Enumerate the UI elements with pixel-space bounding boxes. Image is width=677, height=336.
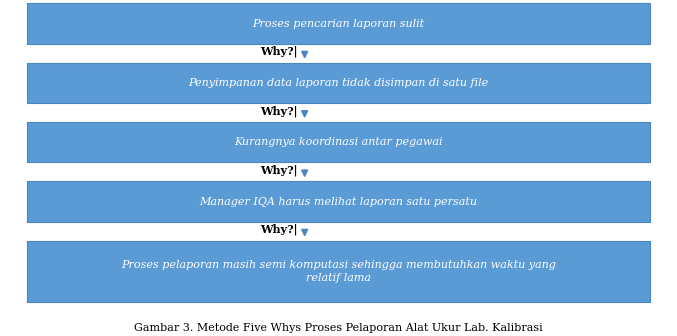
FancyBboxPatch shape: [27, 3, 650, 44]
Text: Why?|: Why?|: [260, 105, 298, 117]
Text: Proses pencarian laporan sulit: Proses pencarian laporan sulit: [253, 18, 424, 29]
Text: Why?|: Why?|: [260, 46, 298, 57]
FancyBboxPatch shape: [27, 122, 650, 162]
FancyBboxPatch shape: [27, 181, 650, 222]
Text: Why?|: Why?|: [260, 164, 298, 176]
FancyBboxPatch shape: [27, 63, 650, 103]
Text: Why?|: Why?|: [260, 224, 298, 235]
Text: Proses pelaporan masih semi komputasi sehingga membutuhkan waktu yang
relatif la: Proses pelaporan masih semi komputasi se…: [121, 260, 556, 283]
FancyBboxPatch shape: [27, 241, 650, 302]
Text: Gambar 3. Metode Five Whys Proses Pelaporan Alat Ukur Lab. Kalibrasi: Gambar 3. Metode Five Whys Proses Pelapo…: [134, 323, 543, 333]
Text: Kurangnya koordinasi antar pegawai: Kurangnya koordinasi antar pegawai: [234, 137, 443, 147]
Text: Penyimpanan data laporan tidak disimpan di satu file: Penyimpanan data laporan tidak disimpan …: [188, 78, 489, 88]
Text: Manager IQA harus melihat laporan satu persatu: Manager IQA harus melihat laporan satu p…: [200, 197, 477, 207]
